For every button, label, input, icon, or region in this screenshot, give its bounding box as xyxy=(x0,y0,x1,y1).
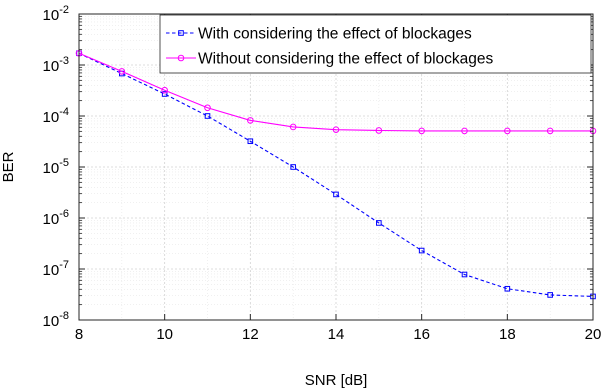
data-point xyxy=(290,164,296,170)
y-tick-exponent: -4 xyxy=(59,106,69,118)
data-point xyxy=(118,68,126,75)
data-point xyxy=(504,285,511,292)
data-point xyxy=(204,113,211,119)
data-point xyxy=(333,191,339,198)
y-tick-base: 10 xyxy=(43,109,60,126)
data-point xyxy=(247,138,254,145)
legend-item: Without considering the effect of blocka… xyxy=(166,51,493,68)
legend-item: With considering the effect of blockages xyxy=(166,26,472,43)
x-axis-label: SNR [dB] xyxy=(305,372,368,388)
y-tick-base: 10 xyxy=(43,211,60,228)
y-tick-base: 10 xyxy=(43,160,60,177)
y-tick-label: 10-3 xyxy=(43,55,69,75)
series-line xyxy=(78,52,593,132)
tick-labels: 10-810-710-610-510-410-310-28 10 12 14 16 18 2… xyxy=(43,4,602,343)
x-tick-label: 16 xyxy=(413,326,430,343)
legend-label: Without considering the effect of blocka… xyxy=(198,51,493,68)
y-tick-label: 10-8 xyxy=(43,310,69,330)
legend: With considering the effect of blockages… xyxy=(159,14,592,74)
data-point xyxy=(418,247,425,254)
y-tick-exponent: -7 xyxy=(59,259,69,271)
legend-label: With considering the effect of blockages xyxy=(198,26,472,43)
x-tick-label: 8 xyxy=(75,326,83,343)
data-point xyxy=(504,127,511,135)
y-tick-exponent: -2 xyxy=(59,4,69,16)
data-point xyxy=(204,104,211,112)
y-tick-label: 10-2 xyxy=(43,4,69,24)
y-tick-label: 10-4 xyxy=(43,106,69,126)
data-point xyxy=(161,91,168,97)
data-point xyxy=(375,127,383,134)
data-point xyxy=(418,127,425,135)
x-tick-label: 12 xyxy=(242,326,259,343)
y-tick-base: 10 xyxy=(43,58,60,75)
legend-box xyxy=(159,14,592,74)
y-tick-exponent: -6 xyxy=(59,208,69,220)
y-tick-label: 10-6 xyxy=(43,208,69,228)
x-tick-label: 10 xyxy=(156,326,173,343)
x-tick-label: 14 xyxy=(328,326,345,343)
y-tick-base: 10 xyxy=(43,313,60,330)
data-point xyxy=(161,86,168,94)
data-point xyxy=(247,117,254,124)
y-tick-label: 10-7 xyxy=(43,259,69,279)
y-tick-exponent: -5 xyxy=(59,157,69,169)
y-tick-exponent: -8 xyxy=(59,310,69,322)
y-tick-label: 10-5 xyxy=(43,157,69,177)
legend-swatch-marker xyxy=(177,54,185,62)
data-point xyxy=(289,123,297,131)
legend-swatch-marker xyxy=(178,30,184,36)
data-point xyxy=(376,220,382,226)
y-tick-base: 10 xyxy=(43,7,60,24)
x-tick-label: 18 xyxy=(499,326,516,343)
data-point xyxy=(547,292,553,298)
data-point xyxy=(461,271,468,278)
y-axis-label: BER xyxy=(0,151,17,182)
data-point xyxy=(461,127,468,135)
data-point xyxy=(332,126,340,133)
data-point xyxy=(546,127,554,135)
x-tick-label: 20 xyxy=(585,326,602,343)
y-tick-base: 10 xyxy=(43,262,60,279)
y-tick-exponent: -3 xyxy=(59,55,69,67)
